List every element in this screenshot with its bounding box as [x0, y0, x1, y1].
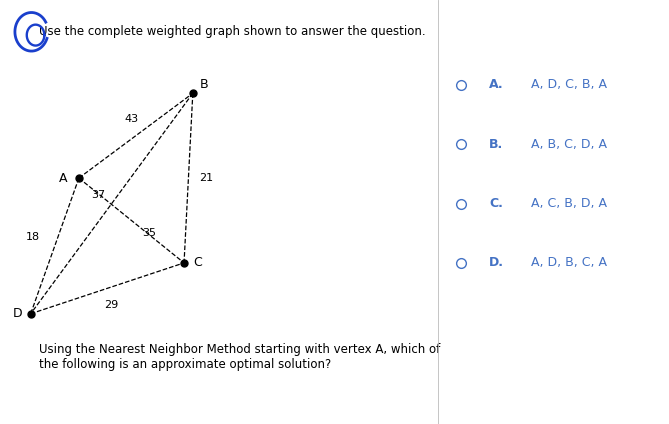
Text: 21: 21 [199, 173, 213, 183]
Text: 37: 37 [92, 190, 106, 200]
Text: 43: 43 [124, 114, 138, 124]
Text: B: B [199, 78, 208, 91]
Text: C.: C. [489, 197, 503, 210]
Text: A, B, C, D, A: A, B, C, D, A [531, 138, 607, 151]
Text: Use the complete weighted graph shown to answer the question.: Use the complete weighted graph shown to… [39, 25, 426, 39]
Text: Using the Nearest Neighbor Method starting with vertex A, which of
the following: Using the Nearest Neighbor Method starti… [39, 343, 441, 371]
Text: A, D, C, B, A: A, D, C, B, A [531, 78, 607, 91]
Text: C: C [193, 257, 201, 269]
Text: A: A [60, 172, 68, 184]
Text: 18: 18 [26, 232, 40, 243]
Text: D: D [13, 307, 22, 320]
Text: D.: D. [489, 257, 504, 269]
Text: A.: A. [489, 78, 504, 91]
Text: B.: B. [489, 138, 503, 151]
Text: A, C, B, D, A: A, C, B, D, A [531, 197, 607, 210]
Text: A, D, B, C, A: A, D, B, C, A [531, 257, 607, 269]
Text: 29: 29 [104, 300, 119, 310]
Text: 35: 35 [142, 228, 156, 238]
